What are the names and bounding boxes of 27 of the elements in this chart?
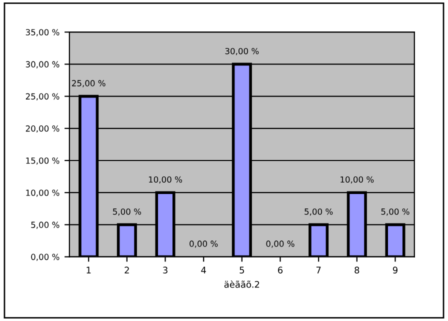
x-tick-label: 1: [86, 266, 91, 274]
data-label: 0,00 %: [266, 240, 294, 248]
data-label: 5,00 %: [113, 208, 142, 216]
x-axis-title: äèããõ.2: [224, 280, 260, 288]
data-label: 5,00 %: [381, 208, 410, 216]
data-label: 10,00 %: [148, 176, 182, 184]
x-tick-label: 3: [163, 266, 168, 274]
y-tick-label: 35,00 %: [26, 29, 60, 36]
x-tick-label: 5: [240, 266, 244, 274]
y-tick-label: 0,00 %: [31, 254, 60, 261]
y-tick-label: 5,00 %: [31, 222, 60, 229]
y-tick-label: 15,00 %: [26, 157, 60, 165]
data-label: 25,00 %: [72, 80, 106, 88]
x-tick-label: 4: [201, 266, 206, 274]
x-tick-label: 2: [124, 266, 129, 274]
data-label: 5,00 %: [304, 208, 333, 216]
y-tick-label: 20,00 %: [26, 125, 60, 133]
y-tick-label: 30,00 %: [26, 61, 60, 68]
y-tick-label: 10,00 %: [26, 190, 60, 197]
data-label: 30,00 %: [225, 48, 259, 56]
y-tick-label: 25,00 %: [26, 93, 60, 100]
x-tick-label: 8: [354, 266, 360, 274]
x-tick-label: 6: [278, 266, 283, 274]
data-label: 10,00 %: [340, 176, 374, 184]
data-label: 0,00 %: [190, 240, 218, 248]
x-tick-label: 7: [316, 266, 321, 274]
x-tick-label: 9: [392, 266, 398, 274]
